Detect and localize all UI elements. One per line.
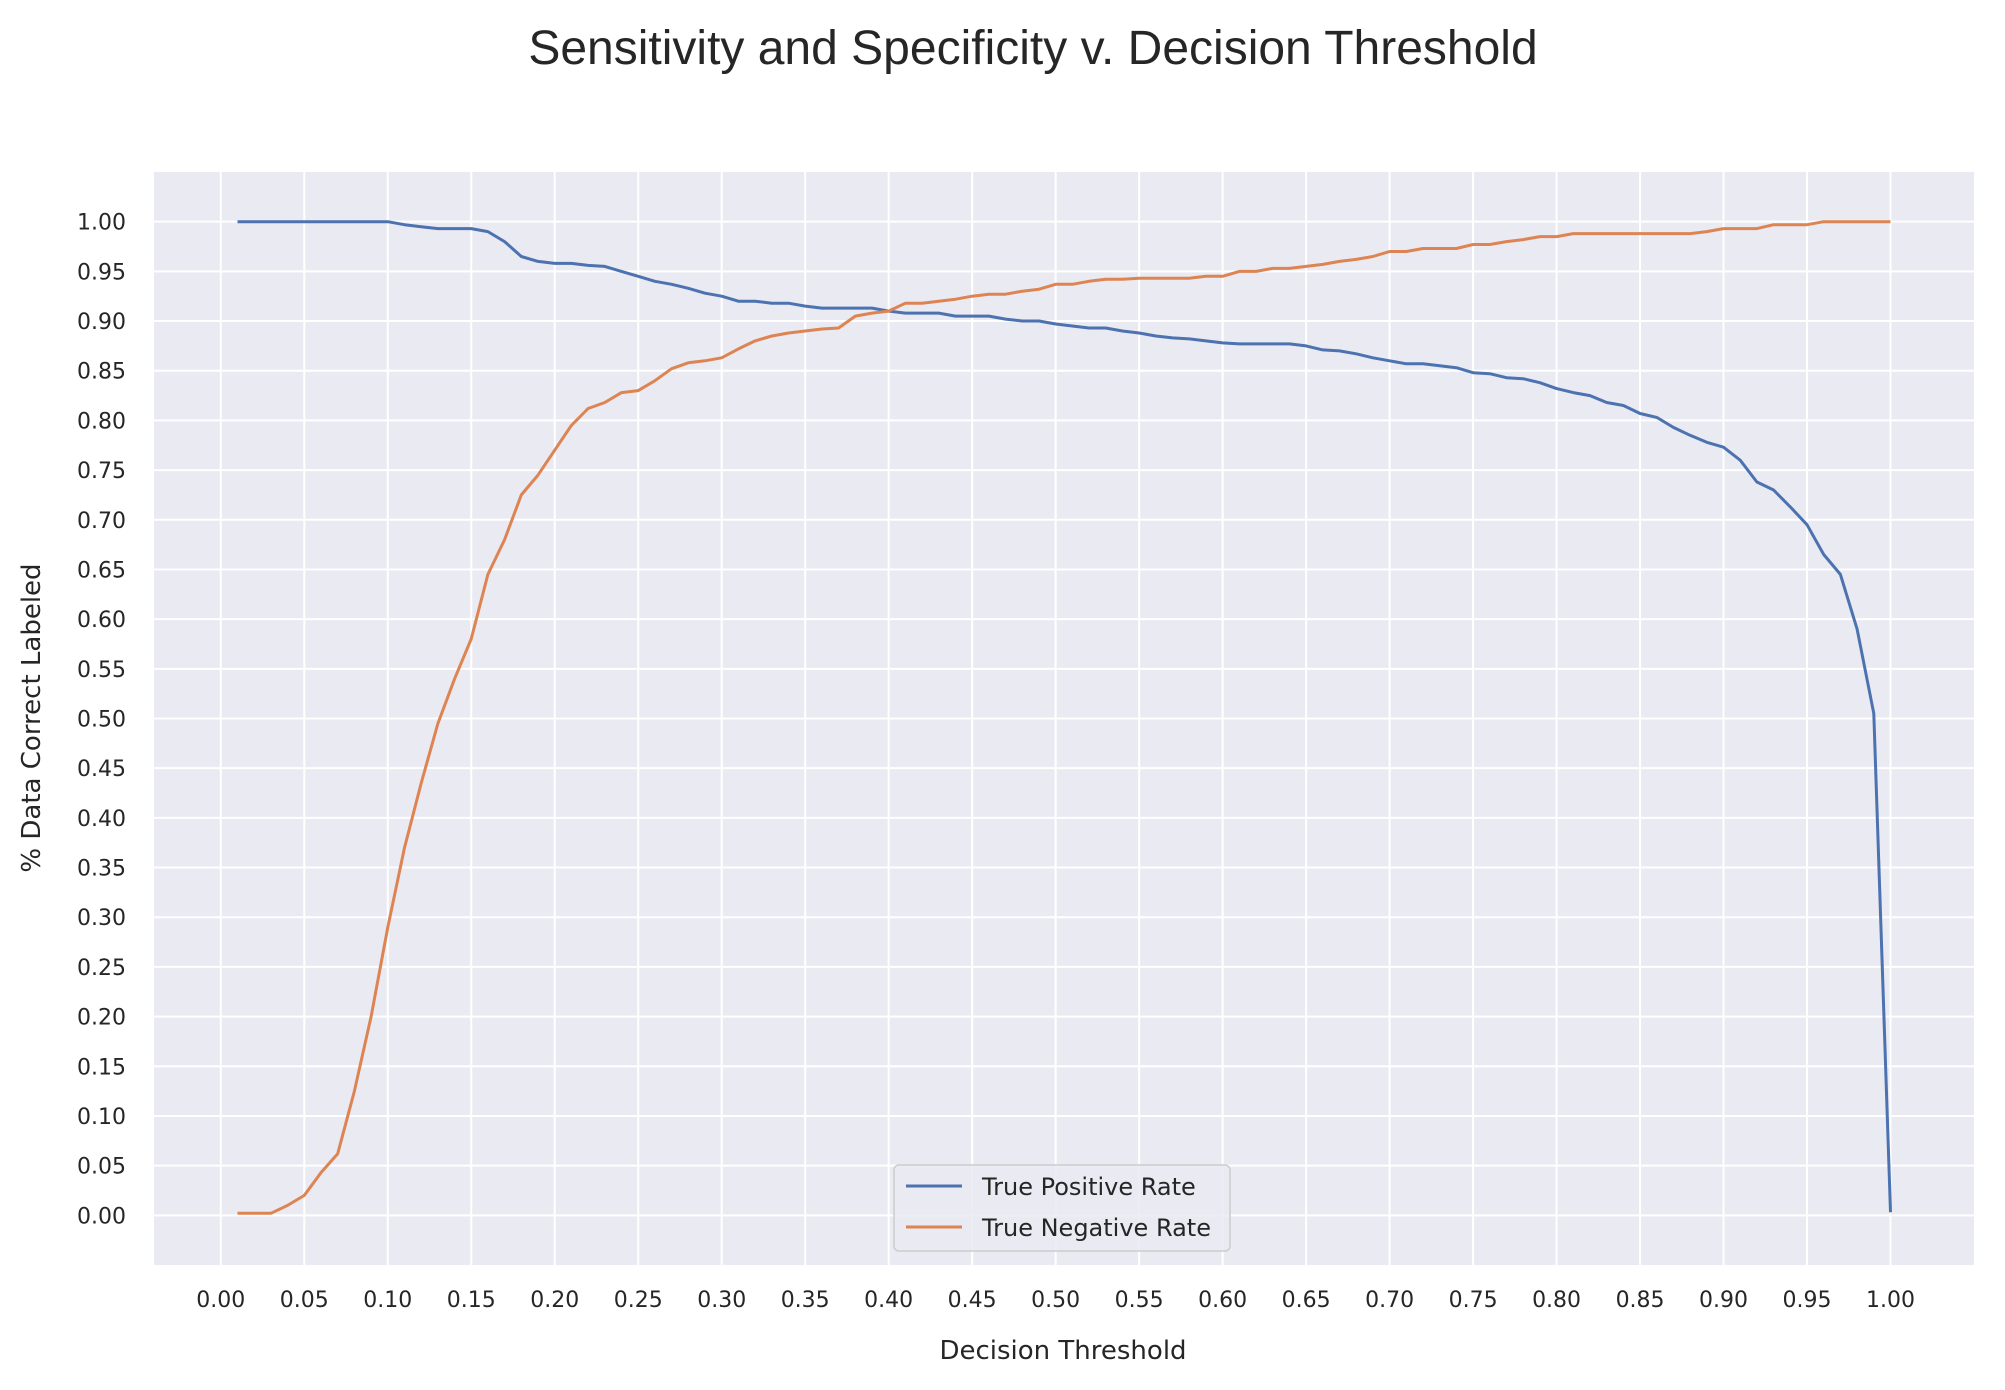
x-tick-label: 0.00 [196,1288,245,1313]
chart-title: Sensitivity and Specificity v. Decision … [528,22,1537,75]
x-tick-label: 0.50 [1031,1288,1080,1313]
y-tick-label: 0.25 [77,956,126,981]
y-tick-label: 0.50 [77,708,126,733]
x-tick-label: 0.85 [1616,1288,1665,1313]
x-tick-label: 0.60 [1198,1288,1247,1313]
legend-label-true-positive-rate: True Positive Rate [981,1173,1196,1201]
x-tick-label: 1.00 [1866,1288,1915,1313]
x-tick-label: 0.45 [948,1288,997,1313]
y-tick-label: 0.70 [77,509,126,534]
x-tick-label: 0.05 [280,1288,329,1313]
x-tick-label: 0.80 [1532,1288,1581,1313]
x-axis-ticks: 0.00 0.05 0.10 0.15 0.20 0.25 0.30 0.35 0.40 0.45… [196,1288,1915,1313]
y-tick-label: 0.35 [77,857,126,882]
y-tick-label: 0.75 [77,459,126,484]
x-tick-label: 0.25 [614,1288,663,1313]
y-tick-label: 0.85 [77,360,126,385]
x-tick-label: 0.65 [1282,1288,1331,1313]
y-tick-label: 0.65 [77,558,126,583]
legend: True Positive Rate True Negative Rate [893,1164,1231,1252]
y-tick-label: 0.95 [77,260,126,285]
legend-box [893,1164,1231,1252]
y-tick-label: 0.40 [77,807,126,832]
y-tick-label: 0.20 [77,1006,126,1031]
y-tick-label: 0.30 [77,906,126,931]
x-tick-label: 0.15 [447,1288,496,1313]
y-tick-label: 0.55 [77,658,126,683]
series-line-true-negative-rate [237,220,1891,1215]
series-line-true-positive-rate [237,220,1892,1213]
x-tick-label: 0.70 [1365,1288,1414,1313]
y-tick-label: 0.10 [77,1105,126,1130]
y-tick-label: 0.15 [77,1055,126,1080]
x-tick-label: 0.35 [781,1288,830,1313]
x-tick-label: 0.75 [1449,1288,1498,1313]
x-tick-label: 0.20 [530,1288,579,1313]
x-tick-label: 0.40 [864,1288,913,1313]
x-tick-label: 0.90 [1699,1288,1748,1313]
y-tick-label: 0.60 [77,608,126,633]
x-axis-label: Decision Threshold [939,1336,1186,1366]
y-axis-label: % Data Correct Labeled [17,563,47,872]
series-lines [237,220,1892,1215]
legend-label-true-negative-rate: True Negative Rate [981,1214,1211,1242]
x-tick-label: 0.10 [363,1288,412,1313]
x-tick-label: 0.95 [1783,1288,1832,1313]
y-tick-label: 0.00 [77,1204,126,1229]
y-tick-label: 0.80 [77,409,126,434]
y-tick-label: 0.90 [77,310,126,335]
y-tick-label: 0.05 [77,1155,126,1180]
x-tick-label: 0.30 [697,1288,746,1313]
x-tick-label: 0.55 [1115,1288,1164,1313]
y-tick-label: 0.45 [77,757,126,782]
y-axis-ticks: 0.00 0.05 0.10 0.15 0.20 0.25 0.30 0.35 0.40 0.45… [77,211,126,1230]
y-tick-label: 1.00 [77,211,126,236]
